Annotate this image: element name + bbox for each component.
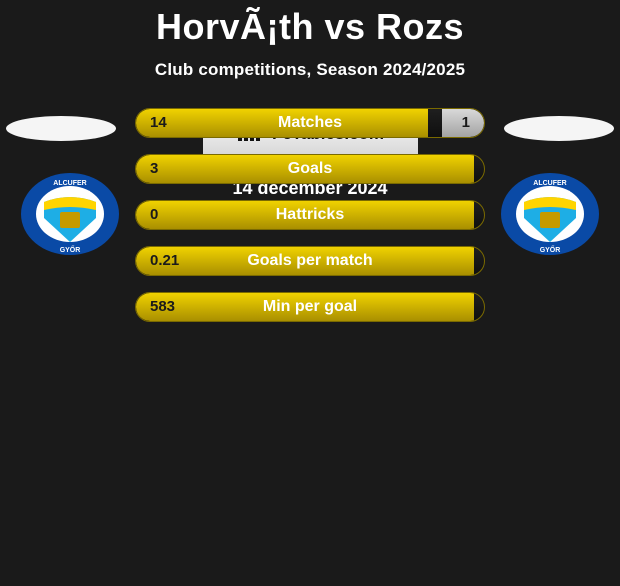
stat-bars: Matches14 1 Goals3 Hattricks0 Goals per matc…	[135, 108, 485, 338]
bar-value-left: 583	[150, 293, 175, 321]
stat-bar: Hattricks0	[135, 200, 485, 230]
club-badge-left: ALCUFER GYIRMOT FC GYŐR	[20, 172, 120, 256]
bar-value-left: 0	[150, 201, 158, 229]
bar-value-left: 14	[150, 109, 167, 137]
bar-value-left: 3	[150, 155, 158, 183]
badge-bottom-text: GYŐR	[60, 245, 81, 254]
svg-text:GYŐR: GYŐR	[540, 245, 561, 254]
bar-label: Matches	[136, 109, 484, 137]
bar-value-right: 1	[462, 109, 470, 137]
shield-icon: ALCUFER GYIRMOT FC GYŐR	[20, 172, 120, 256]
shield-icon: ALCUFER GYIRMOT FC GYŐR	[500, 172, 600, 256]
badge-mid-text: GYIRMOT FC	[50, 190, 91, 197]
stat-bar: Goals3	[135, 154, 485, 184]
svg-text:GYIRMOT FC: GYIRMOT FC	[530, 190, 571, 197]
club-badge-right: ALCUFER GYIRMOT FC GYŐR	[500, 172, 600, 256]
player-photo-left-placeholder	[6, 116, 116, 141]
root: HorvÃ¡th vs Rozs Club competitions, Seas…	[0, 6, 620, 586]
bar-label: Goals	[136, 155, 484, 183]
page-subtitle: Club competitions, Season 2024/2025	[0, 60, 620, 80]
bar-value-left: 0.21	[150, 247, 179, 275]
player-photo-right-placeholder	[504, 116, 614, 141]
badge-top-text: ALCUFER	[53, 180, 86, 187]
stat-bar: Matches14 1	[135, 108, 485, 138]
bar-label: Goals per match	[136, 247, 484, 275]
stat-bar: Goals per match0.21	[135, 246, 485, 276]
stat-bar: Min per goal583	[135, 292, 485, 322]
bar-label: Hattricks	[136, 201, 484, 229]
svg-text:ALCUFER: ALCUFER	[533, 180, 566, 187]
page-title: HorvÃ¡th vs Rozs	[0, 6, 620, 48]
bar-label: Min per goal	[136, 293, 484, 321]
